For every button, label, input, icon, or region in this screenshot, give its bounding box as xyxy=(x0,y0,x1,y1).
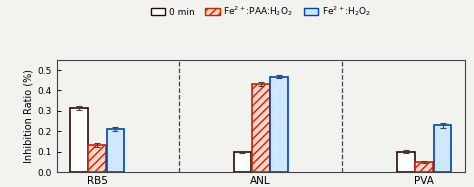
Bar xyxy=(434,125,451,172)
Bar xyxy=(252,84,270,172)
Bar xyxy=(415,162,433,172)
Bar xyxy=(270,76,288,172)
Bar xyxy=(70,108,88,172)
Legend: 0 min, Fe$^{2+}$:PAA:H$_2$O$_2$, Fe$^{2+}$:H$_2$O$_2$: 0 min, Fe$^{2+}$:PAA:H$_2$O$_2$, Fe$^{2+… xyxy=(151,4,371,18)
Bar xyxy=(234,152,251,172)
Bar xyxy=(397,152,415,172)
Bar xyxy=(88,145,106,172)
Y-axis label: Inhibition Ratio (%): Inhibition Ratio (%) xyxy=(24,69,34,163)
Bar xyxy=(107,129,124,172)
